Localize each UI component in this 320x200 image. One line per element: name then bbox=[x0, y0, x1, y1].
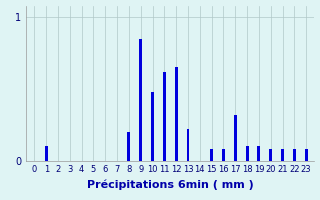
X-axis label: Précipitations 6min ( mm ): Précipitations 6min ( mm ) bbox=[87, 180, 254, 190]
Bar bbox=[187, 129, 189, 161]
Bar bbox=[151, 92, 154, 161]
Bar bbox=[257, 146, 260, 161]
Bar bbox=[234, 115, 237, 161]
Bar bbox=[269, 149, 272, 161]
Bar bbox=[127, 132, 131, 161]
Bar bbox=[281, 149, 284, 161]
Bar bbox=[139, 39, 142, 161]
Bar bbox=[210, 149, 213, 161]
Bar bbox=[305, 149, 308, 161]
Bar bbox=[293, 149, 296, 161]
Bar bbox=[175, 67, 178, 161]
Bar bbox=[222, 149, 225, 161]
Bar bbox=[45, 146, 48, 161]
Bar bbox=[163, 72, 166, 161]
Bar bbox=[246, 146, 249, 161]
